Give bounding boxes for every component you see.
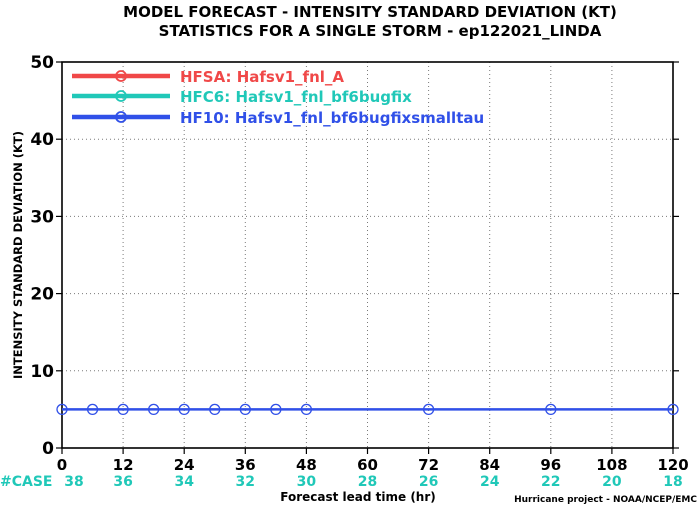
x-axis-ticks: 0 12 24 36 48 60 72 84 96 108 120 <box>57 448 689 474</box>
data-point <box>147 403 160 416</box>
data-point <box>270 403 282 416</box>
case-count: 26 <box>419 474 438 490</box>
x-tick-label: 84 <box>479 456 500 474</box>
data-point <box>56 403 68 416</box>
y-tick-label: 10 <box>30 362 54 382</box>
y-axis-ticks: 0 10 20 30 40 50 <box>30 53 679 459</box>
legend-label-2: HF10: Hafsv1_fnl_bf6bugfixsmalltau <box>180 109 484 127</box>
legend-marker-2 <box>115 111 127 123</box>
y-axis-label: INTENSITY STANDARD DEVIATION (KT) <box>11 131 25 379</box>
data-point <box>667 403 679 416</box>
series-layer <box>56 403 679 416</box>
case-counts: #CASE 38 36 34 32 30 28 26 24 22 20 18 <box>0 474 683 490</box>
chart-title-line-2: STATISTICS FOR A SINGLE STORM - ep122021… <box>159 22 602 40</box>
x-tick-label: 96 <box>540 456 561 474</box>
x-tick-label: 48 <box>296 456 317 474</box>
grid-lines <box>62 62 673 448</box>
case-count: 20 <box>602 474 622 490</box>
case-count: 24 <box>480 474 500 490</box>
legend-marker-0 <box>115 70 127 82</box>
legend-label-1: HFC6: Hafsv1_fnl_bf6bugfix <box>180 88 412 106</box>
case-count: 34 <box>174 474 194 490</box>
data-point <box>545 403 557 416</box>
chart-title-line-1: MODEL FORECAST - INTENSITY STANDARD DEVI… <box>123 3 617 21</box>
x-axis-label: Forecast lead time (hr) <box>280 490 436 504</box>
x-tick-label: 60 <box>357 456 378 474</box>
y-tick-label: 20 <box>30 285 54 305</box>
legend: HFSA: Hafsv1_fnl_A HFC6: Hafsv1_fnl_bf6bu… <box>72 68 484 127</box>
data-point <box>239 403 251 416</box>
data-point <box>117 403 129 416</box>
y-tick-label: 40 <box>30 130 54 150</box>
y-tick-label: 0 <box>42 439 54 459</box>
case-count: 18 <box>663 474 682 490</box>
x-tick-label: 72 <box>418 456 439 474</box>
data-point <box>422 403 435 416</box>
y-tick-label: 50 <box>30 53 54 73</box>
data-point <box>300 403 313 416</box>
case-count: 22 <box>541 474 560 490</box>
data-point <box>209 403 221 416</box>
case-count: 36 <box>113 474 132 490</box>
case-count: 28 <box>358 474 377 490</box>
x-tick-label: 0 <box>57 456 67 474</box>
y-tick-label: 30 <box>30 207 54 227</box>
x-tick-label: 108 <box>596 456 627 474</box>
legend-marker-1 <box>115 90 127 102</box>
case-count: 38 <box>64 474 83 490</box>
x-tick-label: 24 <box>174 456 195 474</box>
credit-label: Hurricane project - NOAA/NCEP/EMC <box>514 495 697 505</box>
x-tick-label: 36 <box>235 456 256 474</box>
x-tick-label: 120 <box>657 456 688 474</box>
data-point <box>86 403 99 416</box>
data-point <box>178 403 190 416</box>
case-count: 30 <box>297 474 317 490</box>
x-tick-label: 12 <box>113 456 134 474</box>
legend-label-0: HFSA: Hafsv1_fnl_A <box>180 68 344 86</box>
case-count: 32 <box>236 474 255 490</box>
case-label: #CASE <box>0 474 53 490</box>
